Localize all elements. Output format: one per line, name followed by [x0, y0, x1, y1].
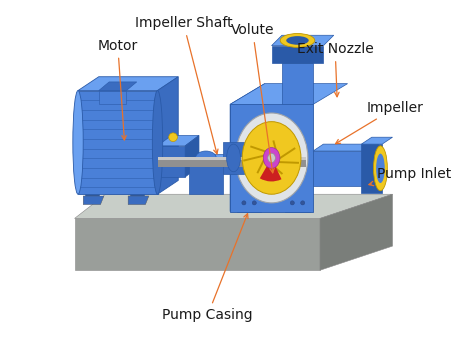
Ellipse shape	[301, 201, 305, 205]
Polygon shape	[157, 160, 306, 167]
Polygon shape	[157, 135, 199, 146]
Ellipse shape	[263, 147, 280, 168]
Ellipse shape	[152, 91, 163, 194]
Polygon shape	[74, 218, 320, 270]
Ellipse shape	[242, 201, 246, 205]
Ellipse shape	[169, 133, 177, 142]
Wedge shape	[260, 158, 282, 181]
Ellipse shape	[290, 201, 294, 205]
Polygon shape	[74, 194, 392, 218]
Polygon shape	[185, 135, 199, 177]
Ellipse shape	[280, 34, 315, 47]
Polygon shape	[189, 161, 223, 194]
Polygon shape	[313, 144, 379, 151]
Polygon shape	[285, 194, 310, 212]
Polygon shape	[361, 144, 382, 193]
Text: Pump Casing: Pump Casing	[162, 214, 253, 322]
Polygon shape	[99, 91, 127, 104]
Polygon shape	[85, 194, 99, 201]
Polygon shape	[83, 196, 104, 205]
Polygon shape	[189, 154, 234, 161]
Polygon shape	[282, 52, 323, 63]
Text: Volute: Volute	[231, 23, 274, 173]
Polygon shape	[99, 82, 137, 91]
Polygon shape	[282, 63, 313, 104]
Ellipse shape	[374, 146, 387, 191]
Ellipse shape	[286, 36, 309, 45]
Text: Impeller Shaft: Impeller Shaft	[135, 16, 232, 154]
Ellipse shape	[252, 201, 256, 205]
Ellipse shape	[227, 144, 240, 172]
Polygon shape	[157, 77, 178, 194]
Polygon shape	[320, 194, 392, 270]
Text: Impeller: Impeller	[336, 101, 423, 144]
Ellipse shape	[376, 154, 385, 183]
Polygon shape	[157, 157, 306, 160]
Polygon shape	[130, 194, 144, 201]
Ellipse shape	[196, 151, 216, 165]
Text: Motor: Motor	[98, 39, 138, 140]
Text: Exit Nozzle: Exit Nozzle	[297, 42, 374, 97]
Polygon shape	[313, 151, 368, 186]
Polygon shape	[237, 194, 261, 212]
Polygon shape	[230, 84, 264, 212]
Text: Pump Inlet: Pump Inlet	[369, 167, 451, 186]
Polygon shape	[230, 84, 347, 104]
Polygon shape	[128, 196, 149, 205]
Ellipse shape	[242, 122, 301, 194]
Polygon shape	[272, 45, 323, 63]
Ellipse shape	[235, 113, 308, 203]
Polygon shape	[361, 137, 392, 144]
Ellipse shape	[73, 91, 83, 194]
Ellipse shape	[268, 153, 275, 163]
Polygon shape	[272, 35, 334, 45]
Polygon shape	[78, 91, 157, 194]
Polygon shape	[78, 77, 178, 91]
Polygon shape	[157, 146, 185, 177]
Polygon shape	[230, 104, 313, 212]
Polygon shape	[223, 142, 244, 174]
